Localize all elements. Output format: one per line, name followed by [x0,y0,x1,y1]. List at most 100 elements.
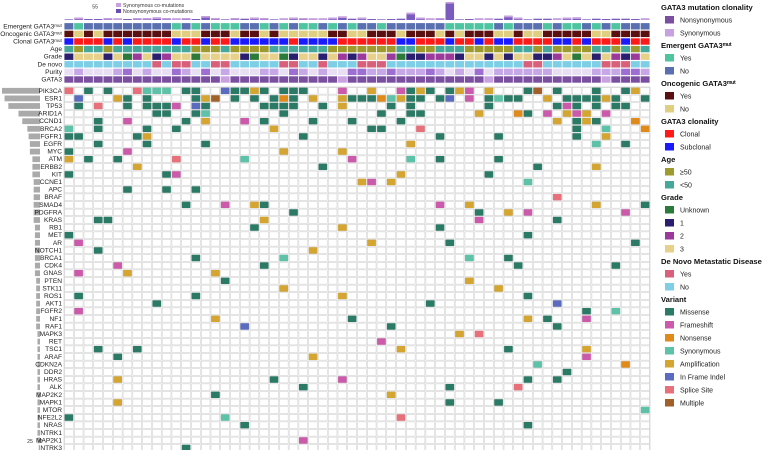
grid-cell [396,398,406,406]
grid-cell [327,436,338,444]
grid-cell [318,421,328,429]
mutation-cell [543,315,552,322]
grid-cell [269,406,279,414]
track-cell [123,30,132,38]
grid-cell [347,444,357,450]
grid-cell [367,193,377,201]
mutation-cell [338,95,347,102]
grid-cell [318,376,328,384]
comut-bar [93,19,103,20]
grid-cell [171,414,181,422]
grid-cell [347,163,357,171]
grid-cell [445,444,455,450]
grid-cell [523,262,533,270]
track-cell [220,38,230,45]
grid-cell [142,429,152,437]
grid-cell [503,163,513,171]
grid-cell [562,216,572,224]
grid-cell [464,398,474,406]
mutation-cell [396,414,406,421]
grid-cell [474,132,484,140]
track-cell [83,76,93,83]
grid-cell [552,262,562,270]
grid-cell [122,193,133,201]
track-cell [93,30,103,38]
grid-cell [494,338,504,346]
grid-cell [484,398,494,406]
grid-cell [230,284,240,292]
grid-cell [376,383,387,391]
grid-cell [230,163,240,171]
grid-cell [533,231,543,239]
comut-bar-syn [513,17,523,20]
grid-cell [308,300,318,308]
track-cell [435,23,445,30]
track-cell [152,76,162,83]
grid-cell [308,125,318,133]
grid-cell [454,315,465,323]
grid-cell [220,140,230,148]
grid-cell [581,322,592,330]
comut-bar-syn [562,17,572,20]
grid-cell [191,406,201,414]
grid-cell [630,315,640,323]
grid-cell [396,163,406,171]
grid-cell [161,429,172,437]
mutation-cell [347,315,357,322]
mutation-cell [74,95,83,102]
grid-cell [445,300,455,308]
grid-cell [523,345,533,353]
grid-cell [572,87,582,95]
track-cell [464,61,474,68]
grid-cell [327,307,338,315]
legend-swatch [665,321,674,329]
track-cell [171,53,181,60]
grid-cell [542,398,553,406]
mutation-cell [132,346,142,353]
grid-cell [132,338,142,346]
grid-cell [630,246,640,254]
grid-cell [210,140,220,148]
grid-cell [122,170,133,178]
grid-cell [572,322,582,330]
legend-item-label: Nonsense [680,336,712,343]
grid-cell [445,132,455,140]
mutation-cell [230,95,240,102]
grid-cell [142,414,152,422]
grid-cell [298,406,308,414]
grid-cell [611,398,621,406]
grid-cell [425,391,435,399]
grid-cell [464,125,474,133]
mutation-cell [640,95,650,102]
grid-cell [435,345,445,353]
track-cell [601,38,611,45]
grid-cell [103,201,113,209]
grid-cell [376,300,387,308]
grid-cell [113,132,123,140]
grid-cell [572,376,582,384]
grid-cell [337,345,347,353]
track-cell [513,23,523,30]
gene-label: MAP2K2 [36,392,62,399]
grid-cell [533,201,543,209]
track-cell [240,45,250,53]
grid-cell [620,376,631,384]
mutation-cell [308,353,318,360]
track-cell [113,53,123,60]
track-cell [191,61,201,68]
track-cell [259,23,269,30]
track-cell [533,30,543,38]
gene-label: ESR1 [45,95,63,102]
grid-cell [572,391,582,399]
grid-cell [562,322,572,330]
track-cell [103,45,113,53]
track-cell [455,53,465,60]
mutation-cell [552,87,562,94]
grid-cell [122,110,133,118]
grid-cell [240,208,250,216]
comut-bar [533,18,542,20]
grid-cell [523,163,533,171]
grid-cell [337,277,347,285]
grid-cell [611,178,621,186]
grid-cell [171,292,181,300]
